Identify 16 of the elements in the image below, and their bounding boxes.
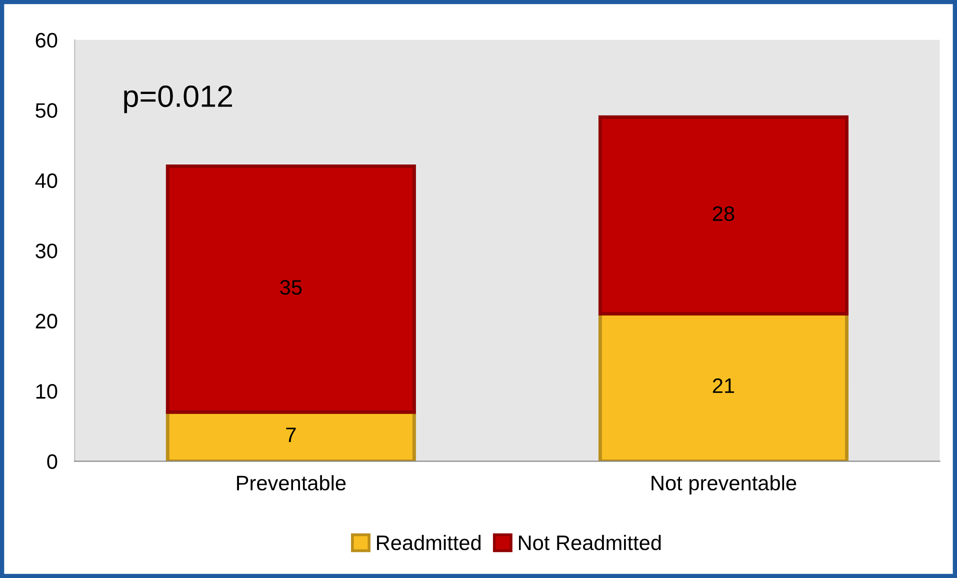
x-tick-label: Not preventable: [652, 475, 796, 495]
y-tick-label: 10: [36, 384, 58, 399]
data-label: 21: [712, 378, 734, 393]
y-tick-label: 40: [35, 173, 58, 188]
annotation: p=0.012: [124, 85, 232, 114]
y-tick-label: 50: [36, 103, 58, 118]
x-tick-label: Preventable: [237, 475, 346, 490]
legend-label: Not Readmitted: [518, 534, 661, 550]
y-tick-label: 20: [36, 314, 58, 329]
data-label: 35: [280, 280, 302, 295]
y-tick-label: 30: [36, 244, 58, 258]
y-tick-label: 60: [36, 32, 58, 48]
y-tick-label: 0: [47, 454, 58, 469]
data-label: 7: [286, 428, 296, 442]
data-label: 28: [712, 206, 734, 222]
legend-label: Readmitted: [377, 534, 481, 550]
